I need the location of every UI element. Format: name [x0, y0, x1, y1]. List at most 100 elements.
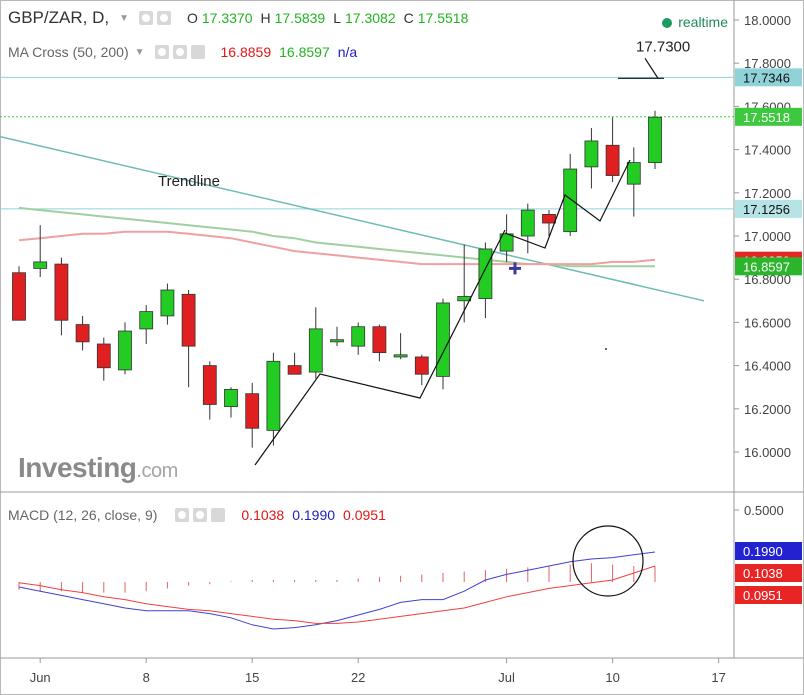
candle-body	[584, 140, 599, 168]
ma-legend-name[interactable]: MA Cross (50, 200)	[8, 44, 129, 60]
macd-price-label-text: 0.1038	[743, 566, 783, 581]
low-label: L	[333, 10, 342, 26]
target-leader	[644, 57, 659, 79]
macd-line-value: 0.1990	[292, 507, 336, 523]
logo-suffix: .com	[136, 460, 178, 482]
x-tick-label: 15	[245, 670, 259, 685]
ma-legend: MA Cross (50, 200) ▼ 16.8859 16.8597 n/a	[8, 44, 365, 60]
candle-body	[266, 360, 281, 431]
candle-body	[245, 393, 260, 429]
low-value: 17.3082	[345, 10, 396, 26]
wave-drawing	[254, 229, 506, 466]
candle-body	[33, 261, 48, 269]
main-legend: GBP/ZAR, D, ▼ O 17.3370 H 17.5839 L 17.3…	[8, 8, 476, 28]
candle-body	[181, 293, 196, 347]
eye-icon[interactable]	[154, 45, 169, 59]
macd-signal-value: 0.0951	[343, 507, 386, 523]
macd-y-tick-label: 0.5000	[744, 503, 784, 518]
symbol-label[interactable]: GBP/ZAR, D,	[8, 8, 110, 27]
realtime-indicator: realtime	[662, 14, 728, 30]
eye-icon[interactable]	[175, 508, 190, 522]
x-tick-label: 10	[605, 670, 619, 685]
close-value: 17.5518	[417, 10, 469, 26]
y-tick-label: 17.4000	[744, 143, 791, 158]
price-label-bg	[735, 257, 802, 276]
open-value: 17.3370	[201, 10, 253, 26]
close-icon[interactable]	[211, 508, 226, 522]
candle-body	[308, 328, 323, 373]
candle-body	[54, 263, 69, 321]
y-tick-label: 16.6000	[744, 315, 791, 330]
chevron-down-icon[interactable]: ▼	[134, 46, 145, 58]
ma200-line	[18, 206, 655, 268]
high-label: H	[260, 10, 271, 26]
gear-icon[interactable]	[193, 508, 208, 522]
wave-drawing	[504, 159, 631, 249]
macd-price-label-text: 0.0951	[743, 588, 783, 603]
candle-body	[202, 365, 217, 405]
candle-body	[139, 311, 154, 330]
macd-price-label-bg	[735, 542, 802, 560]
candle-body	[563, 168, 578, 233]
x-tick-label: 8	[143, 670, 150, 685]
realtime-label: realtime	[678, 14, 728, 30]
logo-main: Investing	[18, 452, 137, 483]
y-tick-label: 16.0000	[744, 445, 791, 460]
dot-marker	[605, 348, 607, 350]
x-tick-label: 17	[711, 670, 725, 685]
chevron-down-icon[interactable]: ▼	[119, 12, 129, 24]
live-dot-icon	[662, 18, 673, 28]
y-tick-label: 16.8000	[744, 272, 791, 287]
eye-icon[interactable]	[138, 11, 153, 25]
trendline-label: Trendline	[158, 173, 220, 190]
candle-body	[160, 289, 175, 317]
x-tick-label: Jul	[498, 670, 515, 685]
candle-body	[351, 326, 366, 347]
candle-body	[118, 330, 132, 371]
candle-body	[648, 116, 662, 163]
x-tick-label: Jun	[30, 670, 51, 685]
y-tick-label: 17.2000	[744, 186, 791, 201]
macd-price-label-bg	[735, 586, 802, 604]
candle-body	[372, 326, 387, 354]
candle-body	[436, 302, 450, 377]
gear-icon[interactable]	[156, 11, 171, 25]
close-label: C	[403, 10, 414, 26]
ma-na-value: n/a	[337, 44, 358, 60]
candle-body	[457, 296, 472, 302]
candle-body	[330, 339, 344, 343]
candle-body	[96, 343, 111, 369]
candle-body	[75, 324, 90, 343]
circle-annotation	[572, 525, 644, 597]
ma50-line	[18, 230, 656, 266]
price-label-bg	[735, 199, 802, 218]
price-label-text: 17.1256	[743, 202, 790, 217]
candle-body	[542, 213, 556, 224]
macd-price-label-bg	[735, 564, 802, 582]
macd-signal-line	[18, 565, 656, 624]
open-label: O	[186, 10, 198, 26]
price-label-text: 17.5518	[743, 110, 790, 125]
candle-body	[224, 388, 238, 408]
candle-body	[12, 272, 26, 321]
ma200-value: 16.8597	[279, 44, 330, 60]
high-value: 17.5839	[274, 10, 326, 26]
candle-body	[626, 162, 641, 185]
candle-body	[393, 354, 408, 358]
macd-legend-name[interactable]: MACD (12, 26, close, 9)	[8, 507, 158, 523]
investing-logo: Investing.com	[18, 452, 178, 484]
y-tick-label: 18.0000	[744, 13, 791, 28]
gear-icon[interactable]	[172, 45, 187, 59]
y-tick-label: 17.0000	[744, 229, 791, 244]
target-label: 17.7300	[636, 38, 690, 55]
macd-price-label-text: 0.1990	[743, 544, 783, 559]
price-label-bg	[735, 68, 802, 87]
y-tick-label: 16.2000	[744, 402, 791, 417]
trendline	[0, 135, 705, 302]
candle-body	[605, 144, 620, 176]
ma50-value: 16.8859	[220, 44, 272, 60]
close-icon[interactable]	[190, 45, 205, 59]
price-label-text: 17.7346	[743, 70, 790, 85]
y-tick-label: 17.8000	[744, 56, 791, 71]
